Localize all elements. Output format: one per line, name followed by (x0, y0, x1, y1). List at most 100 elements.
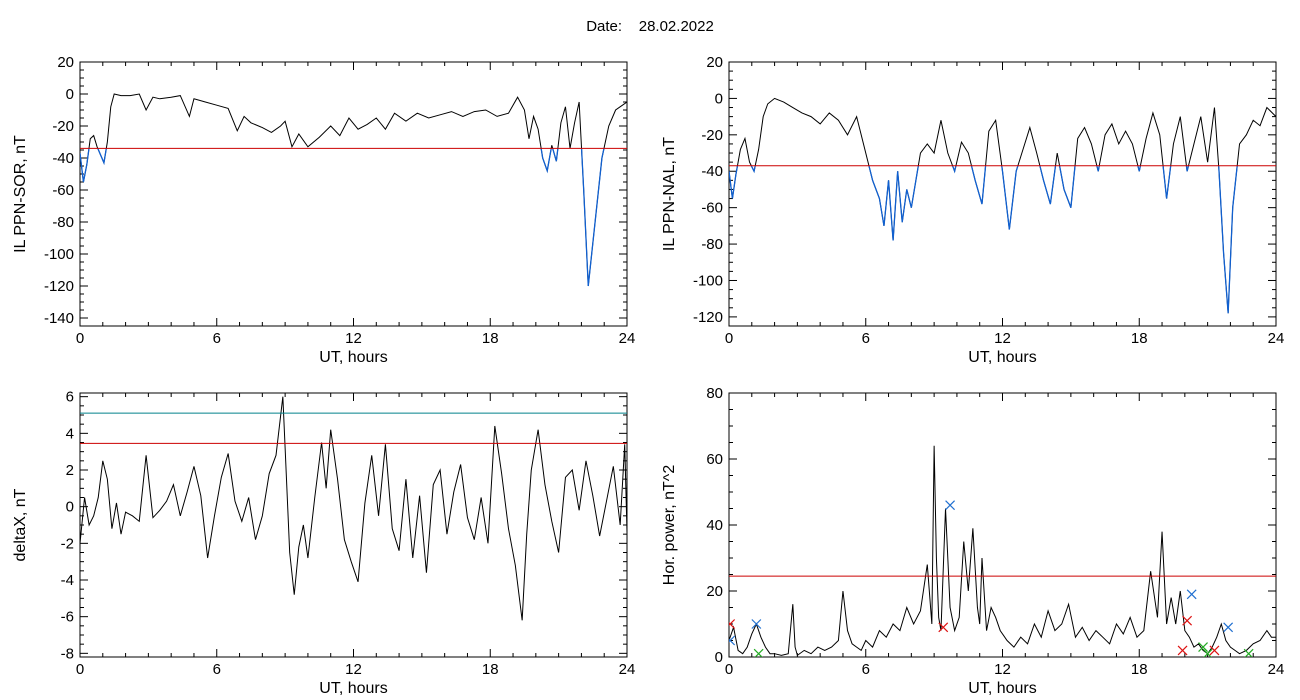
series-below-threshold (951, 165, 957, 174)
series-below-threshold (80, 148, 90, 183)
chart-deltax: 0 6 12 18 24 6 4 2 0 -2 -4 -6 -8 UT, hours deltaX, nT (12, 389, 635, 697)
series-line (729, 445, 1276, 657)
y-axis-label: IL PPN-SOR, nT (12, 135, 29, 253)
marker-blue (1223, 622, 1234, 633)
marker-green (753, 648, 764, 657)
x-tick-label: 24 (619, 330, 636, 347)
series-line (80, 93, 627, 287)
y-tick-label: -100 (693, 272, 723, 289)
chart-il-sor: 0 6 12 18 24 20 0 -20 -40 -60 -80 -100 -120 -140 UT, h… (12, 54, 635, 366)
y-tick-label: -8 (61, 645, 74, 662)
series-below-threshold (1096, 165, 1100, 172)
marker-blue (751, 619, 762, 629)
y-tick-label: -100 (44, 246, 74, 263)
x-tick-label: 6 (862, 330, 870, 347)
marker-green (1198, 642, 1208, 653)
y-tick-label: -6 (61, 609, 74, 626)
x-tick-label: 18 (482, 330, 499, 347)
series-below-threshold (97, 148, 107, 166)
x-tick-label: 12 (345, 661, 362, 678)
x-tick-label: 0 (725, 661, 733, 678)
marker-blue (1186, 589, 1197, 600)
y-tick-label: 0 (715, 649, 723, 666)
y-tick-label: -4 (61, 572, 74, 589)
y-tick-label: 20 (57, 54, 74, 71)
series-below-threshold (1001, 165, 1019, 230)
marker-red (1177, 645, 1188, 656)
y-tick-label: -80 (701, 236, 723, 253)
series-below-threshold (729, 165, 739, 199)
y-tick-label: 20 (706, 583, 723, 600)
y-tick-label: 2 (66, 462, 74, 479)
y-tick-label: -40 (701, 163, 723, 180)
series-below-threshold (1137, 165, 1142, 172)
x-tick-label: 18 (482, 661, 499, 678)
chart-hor-power: 0 6 12 18 24 80 60 40 20 0 UT, hours Hor. power, nT… (661, 385, 1284, 697)
plot-frame (79, 61, 628, 327)
plot-frame (728, 392, 1277, 658)
x-axis-label: UT, hours (319, 349, 387, 366)
y-tick-label: 0 (66, 499, 74, 516)
y-tick-label: -120 (44, 278, 74, 295)
y-axis-label: deltaX, nT (12, 488, 29, 561)
x-tick-label: 0 (76, 330, 84, 347)
marker-red (1209, 645, 1220, 656)
y-tick-label: 40 (706, 517, 723, 534)
y-tick-label: -40 (52, 150, 74, 167)
marker-red (938, 622, 949, 633)
x-axis-label: UT, hours (319, 680, 387, 697)
series-below-threshold (540, 148, 552, 174)
x-tick-label: 6 (213, 330, 221, 347)
y-tick-label: -140 (44, 310, 74, 327)
marker-blue (945, 500, 956, 511)
x-tick-label: 18 (1131, 661, 1148, 678)
x-axis-label: UT, hours (968, 680, 1036, 697)
series-line (80, 396, 627, 621)
y-tick-label: 4 (66, 425, 74, 442)
series-below-threshold (580, 148, 605, 287)
date-value: 28.02.2022 (638, 18, 714, 35)
y-tick-label: 0 (715, 90, 723, 107)
series-below-threshold (750, 165, 756, 174)
marker-green (1243, 648, 1254, 657)
x-tick-label: 0 (725, 330, 733, 347)
marker-red (729, 619, 736, 629)
series-below-threshold (970, 165, 987, 205)
series-below-threshold (1185, 165, 1190, 172)
date-label: Date: (586, 18, 623, 35)
y-tick-label: -2 (61, 535, 74, 552)
x-tick-label: 6 (862, 661, 870, 678)
y-tick-label: 20 (706, 54, 723, 71)
y-tick-label: -60 (52, 182, 74, 199)
x-tick-label: 12 (345, 330, 362, 347)
chart-il-nal: 0 6 12 18 24 20 0 -20 -40 -60 -80 -100 -120 UT, hours… (661, 54, 1284, 366)
figure-title: Date: 28.02.2022 (0, 18, 1300, 35)
series-below-threshold (1217, 165, 1238, 314)
x-tick-label: 24 (619, 661, 636, 678)
series-below-threshold (552, 148, 559, 162)
marker-blue (729, 635, 736, 646)
plot-frame (728, 61, 1277, 327)
x-tick-label: 24 (1268, 330, 1285, 347)
y-tick-label: 60 (706, 451, 723, 468)
x-tick-label: 18 (1131, 330, 1148, 347)
y-tick-label: -120 (693, 309, 723, 326)
series-line (729, 97, 1276, 314)
x-tick-label: 6 (213, 661, 221, 678)
x-axis-label: UT, hours (968, 349, 1036, 366)
y-axis-label: IL PPN-NAL, nT (661, 137, 678, 251)
y-tick-label: 80 (706, 385, 723, 402)
series-below-threshold (1058, 165, 1076, 208)
x-tick-label: 12 (994, 330, 1011, 347)
series-below-threshold (1162, 165, 1172, 199)
plot-frame (79, 392, 628, 658)
marker-red (1182, 615, 1193, 626)
y-tick-label: -60 (701, 200, 723, 217)
y-tick-label: -20 (52, 118, 74, 135)
y-tick-label: 6 (66, 389, 74, 406)
y-axis-label: Hor. power, nT^2 (661, 465, 678, 586)
y-tick-label: -80 (52, 214, 74, 231)
series-below-threshold (868, 165, 919, 241)
series-below-threshold (1039, 165, 1057, 205)
